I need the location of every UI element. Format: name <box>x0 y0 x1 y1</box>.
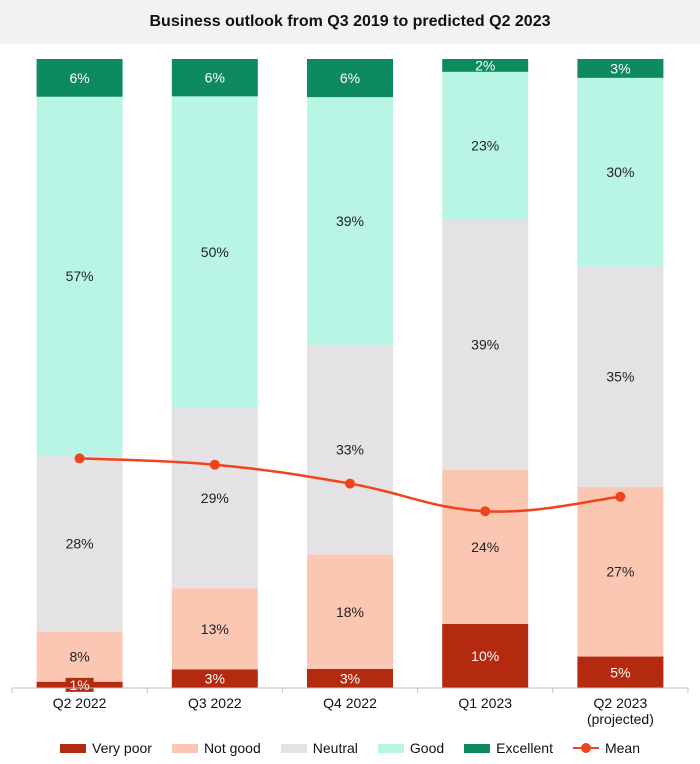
data-label-very-poor-q1-2023: 10% <box>471 648 499 664</box>
bar-very-poor-q1-2023 <box>442 623 529 688</box>
legend-item-not-good: Not good <box>171 740 261 756</box>
bar-not-good-q2-2022 <box>36 631 123 682</box>
x-tick-sublabel-q2-2023: (projected) <box>587 711 654 727</box>
data-label-good-q2-2023: 30% <box>606 164 634 180</box>
legend-swatch-mean <box>572 743 599 753</box>
legend-item-neutral: Neutral <box>280 740 358 756</box>
legend-swatch-very-poor <box>60 743 86 753</box>
data-label-not-good-q3-2022: 13% <box>201 621 229 637</box>
data-label-neutral-q3-2022: 29% <box>201 490 229 506</box>
bar-excellent-q4-2022 <box>307 59 393 98</box>
bar-neutral-q1-2023 <box>442 219 529 470</box>
data-label-very-poor-q4-2022: 3% <box>340 670 360 686</box>
legend-label-not-good: Not good <box>203 740 261 756</box>
bar-very-poor-q3-2022 <box>171 669 258 688</box>
bar-excellent-q2-2022 <box>36 59 123 97</box>
data-label-excellent-q2-2022: 6% <box>69 70 89 86</box>
data-label-very-poor-q2-2022: 1% <box>69 677 89 693</box>
bar-good-q2-2023 <box>577 77 664 267</box>
x-tick-label-q2-2023: Q2 2023 <box>594 695 648 711</box>
bar-excellent-q3-2022 <box>171 59 258 97</box>
bar-not-good-q1-2023 <box>442 469 529 624</box>
data-label-neutral-q2-2022: 28% <box>66 535 94 551</box>
legend-item-very-poor: Very poor <box>60 740 152 756</box>
bar-neutral-q4-2022 <box>307 344 393 555</box>
mean-point-q2-2022 <box>74 453 85 464</box>
data-label-very-poor-q2-2023: 5% <box>610 664 630 680</box>
data-label-good-q3-2022: 50% <box>201 244 229 260</box>
legend-item-excellent: Excellent <box>464 740 553 756</box>
chart-title-bar: Business outlook from Q3 2019 to predict… <box>0 0 700 44</box>
data-label-excellent-q3-2022: 6% <box>205 70 225 86</box>
legend-label-mean: Mean <box>604 740 640 756</box>
bar-neutral-q3-2022 <box>171 407 258 589</box>
data-label-neutral-q1-2023: 39% <box>471 337 499 353</box>
bar-good-q1-2023 <box>442 71 529 220</box>
legend-swatch-good <box>377 743 404 753</box>
data-label-not-good-q2-2022: 8% <box>69 649 89 665</box>
chart-legend: Very poor Not good Neutral Good Excellen… <box>0 736 700 760</box>
data-label-not-good-q1-2023: 24% <box>471 539 499 555</box>
bar-excellent-q1-2023 <box>442 59 529 72</box>
data-label-neutral-q4-2022: 33% <box>336 442 364 458</box>
bar-very-poor-q2-2023 <box>577 656 664 688</box>
mean-point-q1-2023 <box>480 506 491 517</box>
data-label-neutral-q2-2023: 35% <box>606 369 634 385</box>
data-label-good-q1-2023: 23% <box>471 138 499 154</box>
bar-not-good-q3-2022 <box>171 588 258 670</box>
data-label-excellent-q1-2023: 2% <box>475 57 495 73</box>
x-tick-label-q1-2023: Q1 2023 <box>458 695 512 711</box>
data-label-very-poor-q3-2022: 3% <box>205 671 225 687</box>
legend-item-mean: Mean <box>572 740 640 756</box>
bar-good-q4-2022 <box>307 97 393 345</box>
bar-not-good-q2-2023 <box>577 486 664 657</box>
data-label-not-good-q4-2022: 18% <box>336 604 364 620</box>
bar-neutral-q2-2022 <box>36 455 123 632</box>
x-tick-label-q2-2022: Q2 2022 <box>53 695 107 711</box>
legend-item-good: Good <box>377 740 445 756</box>
x-tick-label-q4-2022: Q4 2022 <box>323 695 377 711</box>
legend-label-good: Good <box>409 740 445 756</box>
bar-excellent-q2-2023 <box>577 59 664 78</box>
data-label-excellent-q4-2022: 6% <box>340 70 360 86</box>
legend-label-neutral: Neutral <box>312 740 358 756</box>
mean-point-q2-2023 <box>615 491 626 502</box>
chart-title: Business outlook from Q3 2019 to predict… <box>149 13 551 30</box>
data-label-not-good-q2-2023: 27% <box>606 564 634 580</box>
legend-swatch-neutral <box>280 743 307 753</box>
bar-good-q3-2022 <box>171 96 258 408</box>
data-label-good-q2-2022: 57% <box>66 268 94 284</box>
legend-swatch-excellent <box>464 743 491 753</box>
legend-label-very-poor: Very poor <box>92 740 152 756</box>
x-tick-label-q3-2022: Q3 2022 <box>188 695 242 711</box>
legend-label-excellent: Excellent <box>496 740 553 756</box>
legend-swatch-not-good <box>171 743 198 753</box>
bar-very-poor-q4-2022 <box>307 668 393 688</box>
mean-point-q3-2022 <box>209 459 220 470</box>
bar-good-q2-2022 <box>36 96 123 456</box>
data-label-excellent-q2-2023: 3% <box>610 60 630 76</box>
bar-neutral-q2-2023 <box>577 266 664 487</box>
mean-point-q4-2022 <box>345 478 355 489</box>
data-label-good-q4-2022: 39% <box>336 213 364 229</box>
bar-not-good-q4-2022 <box>307 554 393 669</box>
